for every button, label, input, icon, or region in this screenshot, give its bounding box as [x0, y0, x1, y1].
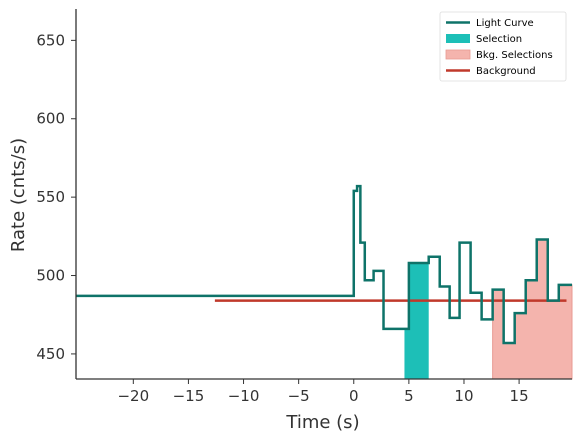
x-tick-label: −15	[173, 387, 205, 405]
y-tick-label: 550	[36, 188, 65, 206]
x-tick-label: −20	[117, 387, 149, 405]
legend-selection-swatch	[446, 34, 470, 43]
legend-light-curve-label: Light Curve	[476, 18, 534, 29]
x-tick-label: −5	[288, 387, 310, 405]
legend-background-label: Background	[476, 66, 536, 77]
legend-bkg-selections-label: Bkg. Selections	[476, 50, 553, 61]
x-ticks: −20 −15 −10 −5 0 5 10 15	[117, 379, 528, 405]
x-axis-label: Time (s)	[285, 412, 359, 433]
x-tick-label: 5	[404, 387, 414, 405]
legend-selection-label: Selection	[476, 34, 522, 45]
y-tick-label: 500	[36, 267, 65, 285]
y-tick-label: 450	[36, 345, 65, 363]
x-tick-label: 0	[349, 387, 359, 405]
y-tick-label: 650	[36, 31, 65, 49]
y-tick-label: 600	[36, 110, 65, 128]
x-tick-label: 10	[454, 387, 473, 405]
x-tick-label: 15	[510, 387, 529, 405]
y-axis-label: Rate (cnts/s)	[8, 138, 29, 252]
y-ticks: 450 500 550 600 650	[36, 31, 76, 363]
legend-bkg-selections-swatch	[446, 50, 470, 59]
legend: Light Curve Selection Bkg. Selections Ba…	[440, 12, 566, 81]
x-tick-label: −10	[228, 387, 260, 405]
